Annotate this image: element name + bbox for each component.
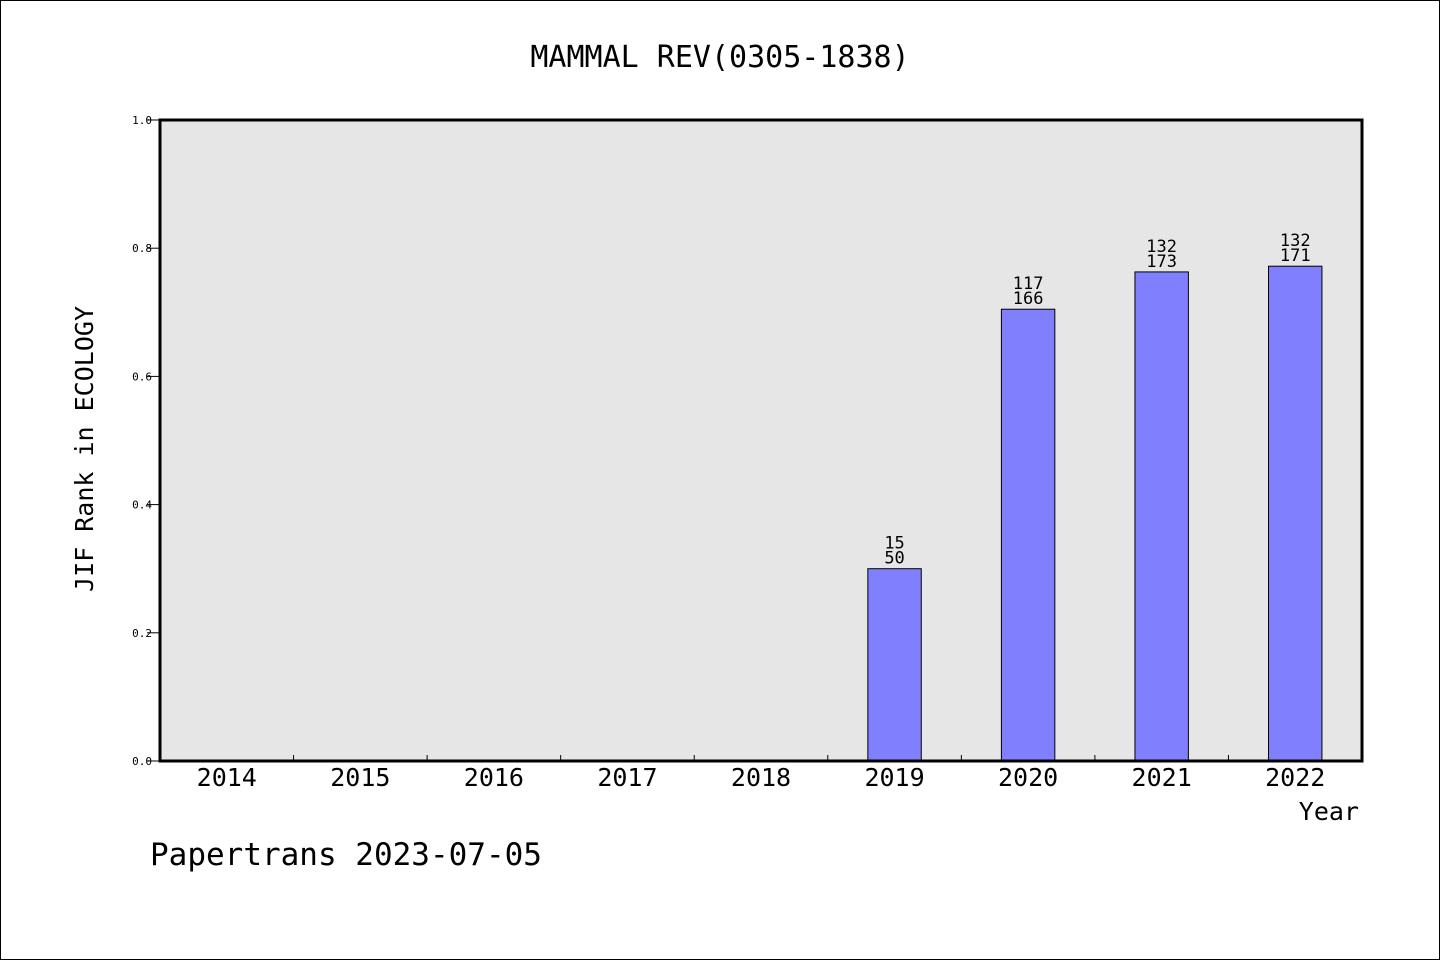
x-tick-label: 2017 <box>597 763 657 792</box>
bar-total-label: 50 <box>884 549 904 569</box>
footer-credit: Papertrans 2023-07-05 <box>150 837 542 873</box>
bar-total-label: 166 <box>1013 289 1044 309</box>
x-tick-label: 2021 <box>1132 763 1192 792</box>
bar <box>1134 271 1189 762</box>
y-tick-label: 0.0 <box>132 755 152 768</box>
plot-border <box>158 118 1364 763</box>
bar-rank-label: 117 <box>1013 274 1044 294</box>
y-axis-label: JIF Rank in ECOLOGY <box>70 306 99 592</box>
x-tick-label: 2014 <box>197 763 257 792</box>
chart-title: MAMMAL REV(0305-1838) <box>530 40 909 75</box>
y-axis: 0.0 0.2 0.4 0.6 0.8 1.0 <box>132 114 160 768</box>
x-tick-label: 2015 <box>330 763 390 792</box>
y-tick-label: 0.6 <box>132 370 152 383</box>
bar-rank-label: 15 <box>884 534 904 554</box>
x-axis: 2014 2015 2016 2017 2018 2019 2020 2021 2022 <box>197 755 1325 792</box>
x-tick-label: 2022 <box>1265 763 1325 792</box>
bar <box>1000 308 1056 762</box>
x-tick-label: 2019 <box>864 763 924 792</box>
x-tick-label: 2018 <box>731 763 791 792</box>
bar-total-label: 171 <box>1280 246 1311 266</box>
y-tick-label: 0.8 <box>132 242 152 255</box>
x-axis-label: Year <box>1299 797 1359 826</box>
y-tick-label: 1.0 <box>132 114 152 127</box>
bar-total-label: 173 <box>1146 252 1177 272</box>
y-tick-label: 0.4 <box>132 499 152 512</box>
x-tick-label: 2020 <box>998 763 1058 792</box>
bar <box>867 568 922 762</box>
bar-rank-label: 132 <box>1146 237 1177 257</box>
y-tick-label: 0.2 <box>132 627 152 640</box>
bar-rank-label: 132 <box>1280 231 1311 251</box>
x-tick-label: 2016 <box>464 763 524 792</box>
bar <box>1268 265 1323 762</box>
